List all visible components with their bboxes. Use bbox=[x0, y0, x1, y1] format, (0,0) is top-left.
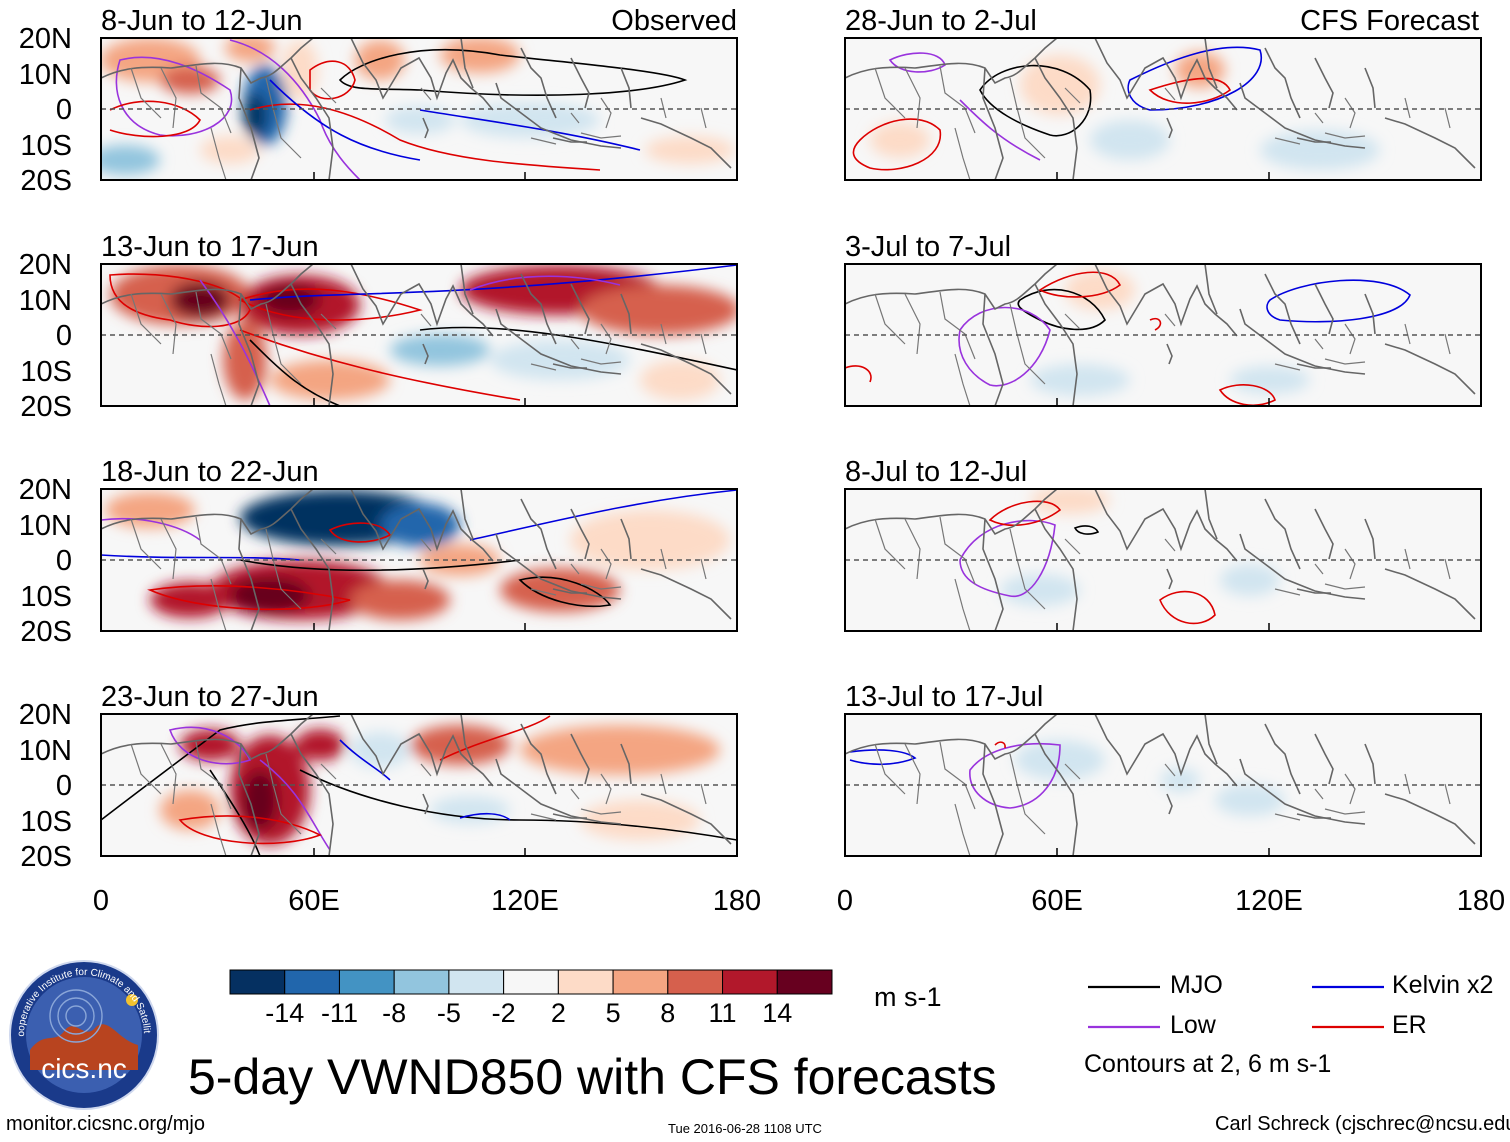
panel-tag-observed: Observed bbox=[611, 5, 737, 37]
colorbar-tick-label: 11 bbox=[709, 998, 737, 1028]
tick-marks bbox=[313, 172, 1270, 856]
timestamp: Tue 2016-06-28 1108 UTC bbox=[668, 1121, 822, 1136]
panel-title: 13-Jul to 17-Jul bbox=[845, 681, 1043, 713]
y-label: 10N bbox=[19, 59, 72, 91]
y-label: 10S bbox=[20, 130, 72, 162]
colorbar bbox=[229, 969, 833, 995]
y-label: 20S bbox=[20, 841, 72, 873]
legend-label-low: Low bbox=[1170, 1011, 1216, 1039]
y-label: 10S bbox=[20, 356, 72, 388]
y-label: 20N bbox=[19, 699, 72, 731]
x-label: 60E bbox=[1031, 885, 1083, 917]
y-label: 0 bbox=[56, 94, 72, 126]
panel-title: 8-Jun to 12-Jun bbox=[101, 5, 303, 37]
x-label: 0 bbox=[837, 885, 853, 917]
source-url[interactable]: monitor.cicsnc.org/mjo bbox=[6, 1113, 205, 1135]
colorbar-tick-label: 14 bbox=[762, 998, 792, 1028]
y-label: 20N bbox=[19, 474, 72, 506]
y-label: 10N bbox=[19, 285, 72, 317]
observed-panel-1 bbox=[100, 37, 738, 181]
panel-title: 3-Jul to 7-Jul bbox=[845, 231, 1011, 263]
colorbar-tick-label: -11 bbox=[321, 998, 358, 1028]
y-label: 10N bbox=[19, 510, 72, 542]
colorbar-swatch bbox=[448, 969, 505, 995]
y-label: 0 bbox=[56, 770, 72, 802]
y-label: 20S bbox=[20, 165, 72, 197]
forecast-panel-1 bbox=[844, 37, 1482, 181]
x-label: 180 bbox=[713, 885, 761, 917]
y-label: 0 bbox=[56, 545, 72, 577]
forecast-panel-4 bbox=[844, 713, 1482, 857]
x-label: 180 bbox=[1457, 885, 1505, 917]
x-label: 120E bbox=[491, 885, 559, 917]
panel-title: 28-Jun to 2-Jul bbox=[845, 5, 1037, 37]
colorbar-swatch bbox=[393, 969, 450, 995]
panel-title: 18-Jun to 22-Jun bbox=[101, 456, 319, 488]
y-label: 10S bbox=[20, 806, 72, 838]
colorbar-labels: -14 -11 -8 -5 -2 2 5 8 11 14 bbox=[265, 998, 792, 1028]
colorbar-swatch bbox=[503, 969, 559, 995]
colorbar-tick-label: 2 bbox=[551, 998, 566, 1028]
logo-text: cics.nc bbox=[41, 1053, 127, 1084]
x-label: 120E bbox=[1235, 885, 1303, 917]
colorbar-tick-label: -5 bbox=[437, 998, 461, 1028]
figure-title: 5-day VWND850 with CFS forecasts bbox=[188, 1049, 997, 1105]
panel-title: 8-Jul to 12-Jul bbox=[845, 456, 1027, 488]
panel-title: 23-Jun to 27-Jun bbox=[101, 681, 319, 713]
y-label: 10N bbox=[19, 735, 72, 767]
colorbar-swatch bbox=[284, 969, 340, 995]
observed-panel-3 bbox=[100, 488, 738, 632]
colorbar-tick-label: 5 bbox=[606, 998, 621, 1028]
y-label: 0 bbox=[56, 320, 72, 352]
colorbar-swatch bbox=[776, 969, 833, 995]
colorbar-units: m s-1 bbox=[874, 982, 942, 1012]
legend-label-kelvin: Kelvin x2 bbox=[1392, 971, 1494, 999]
x-label: 0 bbox=[93, 885, 109, 917]
observed-panel-2 bbox=[100, 263, 738, 407]
y-label: 20S bbox=[20, 616, 72, 648]
author-credit: Carl Schreck (cjschrec@ncsu.edu) bbox=[1215, 1113, 1510, 1135]
y-label: 20N bbox=[19, 249, 72, 281]
y-label: 20S bbox=[20, 391, 72, 423]
forecast-panel-2 bbox=[844, 263, 1482, 407]
colorbar-tick-label: -2 bbox=[492, 998, 516, 1028]
colorbar-tick-label: 8 bbox=[660, 998, 675, 1028]
y-label: 20N bbox=[19, 23, 72, 55]
colorbar-swatch bbox=[612, 969, 669, 995]
x-label: 60E bbox=[288, 885, 340, 917]
colorbar-swatch bbox=[667, 969, 724, 995]
forecast-panel-3 bbox=[844, 488, 1482, 632]
colorbar-swatch bbox=[722, 969, 778, 995]
colorbar-swatch bbox=[557, 969, 614, 995]
contour-note: Contours at 2, 6 m s-1 bbox=[1084, 1050, 1332, 1078]
panel-tag-forecast: CFS Forecast bbox=[1300, 5, 1479, 37]
legend-label-mjo: MJO bbox=[1170, 971, 1223, 999]
legend-lines bbox=[1088, 985, 1384, 1029]
colorbar-tick-label: -8 bbox=[382, 998, 406, 1028]
colorbar-tick-label: -14 bbox=[265, 998, 304, 1028]
colorbar-swatch bbox=[229, 969, 286, 995]
y-label: 10S bbox=[20, 581, 72, 613]
legend-label-er: ER bbox=[1392, 1011, 1427, 1039]
observed-panel-4 bbox=[100, 713, 738, 857]
colorbar-swatch bbox=[338, 969, 395, 995]
panel-title: 13-Jun to 17-Jun bbox=[101, 231, 319, 263]
